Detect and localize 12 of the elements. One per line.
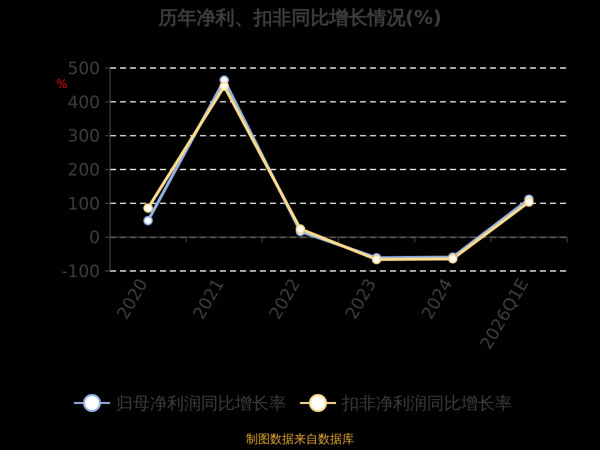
ytick: 300 [68, 126, 100, 147]
ytick: -100 [61, 262, 100, 282]
ytick: 500 [68, 59, 100, 79]
legend-label: 归母净利润同比增长率 [116, 394, 286, 414]
ytick: 0 [89, 228, 100, 248]
ylabel: % [56, 77, 68, 91]
annotation: 制图数据来自数据库 [246, 432, 354, 446]
legend-label: 扣非净利润同比增长率 [342, 394, 512, 414]
ytick: 400 [68, 92, 100, 113]
ytick: 200 [68, 160, 100, 180]
ytick: 100 [68, 194, 100, 214]
title: 历年净利、扣非同比增长情况(%) [158, 7, 442, 29]
